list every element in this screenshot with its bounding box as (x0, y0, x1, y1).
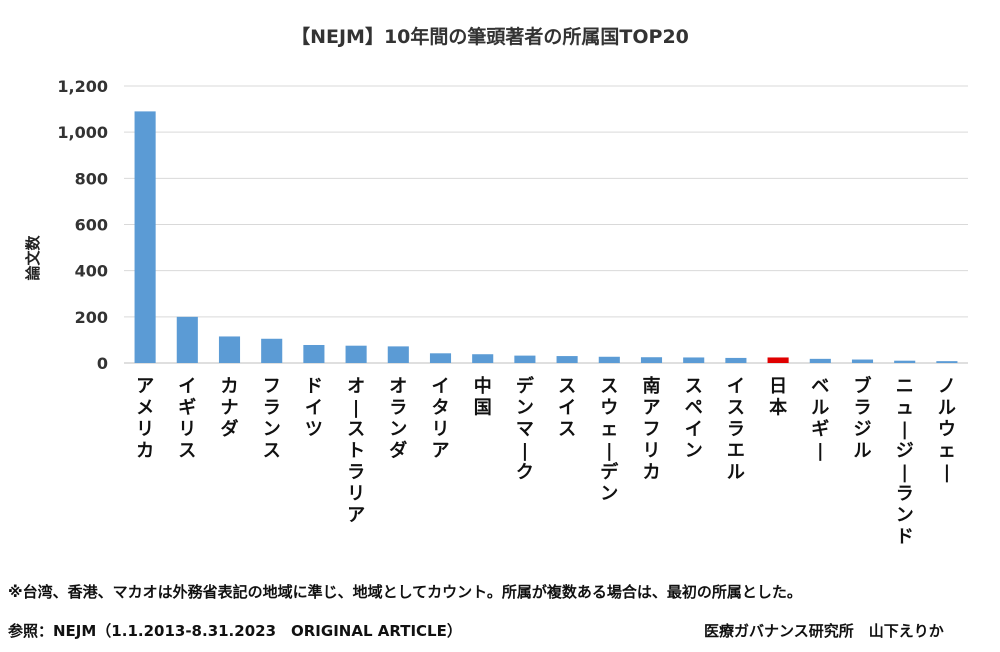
source-note: 参照：NEJM（1.1.2013-8.31.2023 ORIGINAL ARTI… (8, 622, 462, 640)
category-label: ノルウェ| (938, 376, 956, 483)
category-label: オランダ (389, 376, 407, 462)
credit-note: 医療ガバナンス研究所 山下えりか (704, 622, 944, 640)
category-label: カナダ (221, 376, 239, 440)
y-tick-label: 0 (97, 354, 108, 373)
category-label: 南アフリカ (643, 375, 661, 483)
bar (345, 345, 367, 363)
y-tick-label: 1,200 (57, 77, 108, 96)
bar (134, 111, 156, 364)
bar (261, 338, 283, 363)
bar (472, 354, 494, 363)
bar (767, 357, 789, 363)
category-label: ブラジル (854, 375, 872, 462)
bar-chart: 【NEJM】10年間の筆頭著者の所属国TOP20 論文数 0 200 400 600 8… (24, 25, 968, 548)
category-label: アメリカ (136, 376, 154, 462)
bar (851, 359, 874, 363)
category-label: 中国 (474, 375, 492, 419)
category-label: スウェ|デン (600, 376, 619, 505)
bar (683, 357, 705, 363)
gridlines (124, 85, 968, 364)
y-tick-label: 800 (75, 169, 108, 188)
category-label: デンマ|ク (516, 375, 535, 483)
category-label: ドイツ (305, 376, 323, 440)
bar (176, 316, 198, 363)
y-tick-label: 400 (75, 262, 108, 281)
bar (556, 356, 578, 363)
bar (303, 344, 325, 363)
y-tick-label: 600 (75, 216, 108, 235)
bars (134, 111, 958, 364)
category-label: フランス (263, 376, 281, 462)
bar (429, 353, 452, 363)
y-axis-ticks: 0 200 400 600 800 1,000 1,200 (57, 77, 108, 373)
category-label: 日本 (769, 376, 787, 419)
category-label: オ|ストラリア (347, 376, 365, 526)
bar (640, 357, 663, 363)
bar (387, 346, 409, 363)
bar (894, 360, 916, 363)
y-tick-label: 200 (75, 308, 108, 327)
bar (218, 336, 241, 363)
bar (514, 355, 536, 363)
category-label: ベルギ| (811, 376, 829, 462)
x-axis-categories: アメリカ イギリス カナダ フランス ドイツ オ|ストラリア オランダ イタリア 中国 デンマ|ク… (136, 375, 956, 548)
category-label: ニュ|ジ|ランド (896, 376, 914, 548)
bar (809, 358, 831, 363)
footnote: ※台湾、香港、マカオは外務省表記の地域に準じ、地域としてカウント。所属が複数ある… (8, 583, 802, 601)
y-axis-label: 論文数 (24, 235, 42, 281)
category-label: スイス (558, 376, 576, 440)
bar (598, 356, 620, 363)
bar (936, 361, 958, 363)
category-label: イギリス (178, 376, 196, 462)
category-label: スペイン (685, 376, 703, 462)
category-label: イタリア (432, 376, 450, 462)
chart-title: 【NEJM】10年間の筆頭著者の所属国TOP20 (291, 25, 689, 48)
category-label: イスラエル (727, 376, 745, 483)
bar (725, 357, 747, 363)
y-tick-label: 1,000 (57, 123, 108, 142)
